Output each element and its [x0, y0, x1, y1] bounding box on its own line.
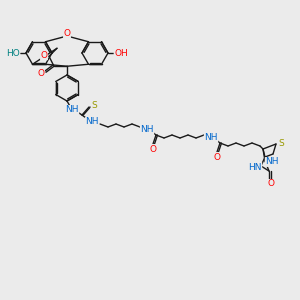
Text: NH: NH [204, 134, 218, 142]
Text: O: O [214, 152, 220, 161]
Text: NH: NH [85, 118, 99, 127]
Text: HN: HN [248, 163, 262, 172]
Text: NH: NH [140, 125, 154, 134]
Text: HO: HO [6, 49, 20, 58]
Text: O: O [268, 179, 274, 188]
Text: O: O [149, 145, 157, 154]
Text: O: O [64, 29, 70, 38]
Text: NH: NH [65, 106, 79, 115]
Text: S: S [91, 100, 97, 109]
Text: O: O [38, 69, 44, 78]
Text: S: S [278, 139, 284, 148]
Text: O: O [40, 51, 47, 60]
Text: NH: NH [265, 158, 279, 166]
Text: OH: OH [114, 49, 128, 58]
